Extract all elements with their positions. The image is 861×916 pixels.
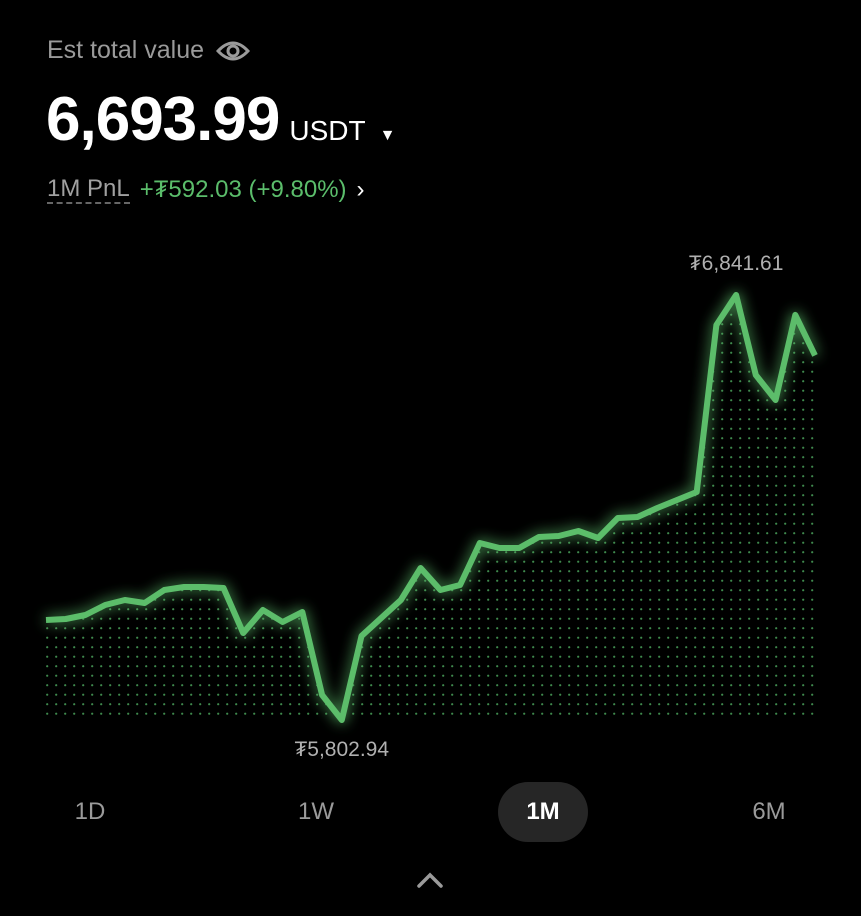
chevron-up-icon[interactable] xyxy=(415,866,445,892)
label-text: Est total value xyxy=(47,36,205,64)
tab-1d[interactable]: 1D xyxy=(74,798,106,825)
est-total-value-label: Est total value xyxy=(47,36,251,65)
currency-selector[interactable]: USDT xyxy=(289,115,366,146)
chevron-right-icon[interactable]: › xyxy=(356,176,365,203)
chart-line xyxy=(45,292,818,723)
total-value[interactable]: 6,693.99 USDT ▼ xyxy=(46,84,395,155)
caret-down-icon[interactable]: ▼ xyxy=(379,127,396,144)
pnl-label[interactable]: 1M PnL xyxy=(47,175,130,204)
chart-area-fill xyxy=(46,295,815,720)
total-amount: 6,693.99 xyxy=(46,85,280,154)
pnl-row[interactable]: 1M PnL +₮592.03 (+9.80%) › xyxy=(47,176,365,204)
tab-1w[interactable]: 1W xyxy=(298,798,334,825)
pnl-value: +₮592.03 (+9.80%) xyxy=(139,176,347,203)
eye-icon[interactable] xyxy=(216,39,251,63)
min-value-label: ₮5,802.94 xyxy=(294,738,389,761)
tab-1m[interactable]: 1M xyxy=(498,782,588,842)
tab-6m[interactable]: 6M xyxy=(752,798,786,825)
max-value-label: ₮6,841.61 xyxy=(689,252,784,275)
value-chart: ₮6,841.61 ₮5,802.94 xyxy=(45,252,818,761)
